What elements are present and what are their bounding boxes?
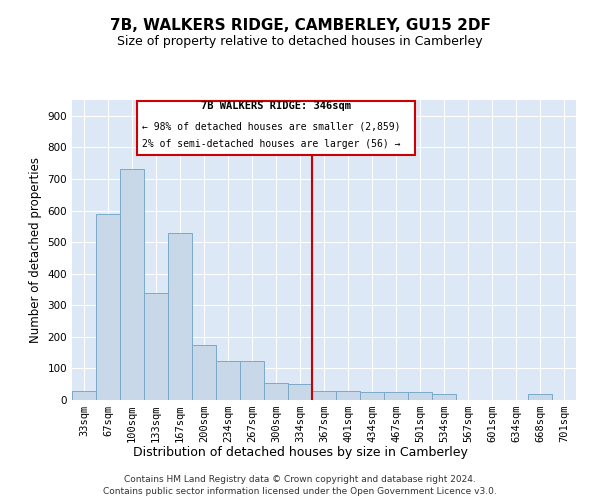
FancyBboxPatch shape xyxy=(137,100,415,156)
Text: 2% of semi-detached houses are larger (56) →: 2% of semi-detached houses are larger (5… xyxy=(142,140,400,149)
Bar xyxy=(168,232,192,400)
Bar xyxy=(264,382,288,400)
Bar xyxy=(528,394,552,400)
Bar xyxy=(312,392,336,400)
Text: Contains public sector information licensed under the Open Government Licence v3: Contains public sector information licen… xyxy=(103,486,497,496)
Text: ← 98% of detached houses are smaller (2,859): ← 98% of detached houses are smaller (2,… xyxy=(142,121,400,131)
Bar xyxy=(192,344,216,400)
Bar xyxy=(288,384,312,400)
Bar xyxy=(240,360,264,400)
Bar xyxy=(96,214,120,400)
Text: 7B WALKERS RIDGE: 346sqm: 7B WALKERS RIDGE: 346sqm xyxy=(201,101,351,111)
Text: 7B, WALKERS RIDGE, CAMBERLEY, GU15 2DF: 7B, WALKERS RIDGE, CAMBERLEY, GU15 2DF xyxy=(110,18,490,32)
Bar xyxy=(360,392,384,400)
Bar xyxy=(384,392,408,400)
Bar xyxy=(144,292,168,400)
Y-axis label: Number of detached properties: Number of detached properties xyxy=(29,157,42,343)
Bar xyxy=(72,392,96,400)
Text: Contains HM Land Registry data © Crown copyright and database right 2024.: Contains HM Land Registry data © Crown c… xyxy=(124,476,476,484)
Bar xyxy=(336,392,360,400)
Bar xyxy=(408,392,432,400)
Bar xyxy=(432,394,456,400)
Bar xyxy=(216,360,240,400)
Text: Distribution of detached houses by size in Camberley: Distribution of detached houses by size … xyxy=(133,446,467,459)
Bar xyxy=(120,170,144,400)
Text: Size of property relative to detached houses in Camberley: Size of property relative to detached ho… xyxy=(117,35,483,48)
